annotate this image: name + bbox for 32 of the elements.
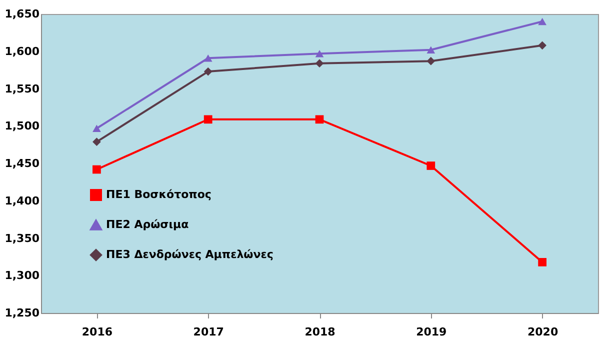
y-tick-label: 1,500 [4, 120, 40, 133]
point [204, 67, 212, 76]
legend-label: ΠΕ3 Δενδρώνες Αμπελώνες [106, 248, 274, 261]
legend-label: ΠΕ1 Βοσκότοπος [106, 188, 212, 201]
y-tick-label: 1,400 [4, 194, 40, 208]
x-tick-label: 2017 [193, 326, 224, 338]
x-tick-label: 2020 [527, 326, 558, 338]
y-tick-label: 1,550 [4, 82, 40, 96]
y-tick-label: 1,350 [4, 232, 40, 245]
y-tick-label: 1,300 [4, 269, 40, 282]
point [426, 56, 436, 66]
point [204, 115, 212, 124]
y-tick-label: 1,650 [4, 8, 40, 20]
y-tick-label: 1,250 [4, 306, 40, 320]
point [204, 54, 212, 62]
x-tick-label: 2019 [416, 326, 447, 338]
y-tick-label: 1,450 [4, 157, 40, 170]
point [426, 162, 436, 170]
point [92, 165, 101, 174]
x-tick-label: 2018 [304, 326, 336, 338]
point [92, 138, 101, 146]
point [315, 115, 324, 124]
point [426, 46, 436, 54]
point [538, 41, 546, 50]
point [538, 258, 546, 266]
point [315, 59, 324, 68]
y-tick-label: 1,600 [4, 44, 40, 58]
point [315, 50, 324, 58]
point [92, 124, 101, 132]
point [538, 18, 546, 26]
x-tick-label: 2016 [82, 326, 113, 338]
legend-label: ΠΕ2 Αρώσιμα [106, 218, 190, 231]
